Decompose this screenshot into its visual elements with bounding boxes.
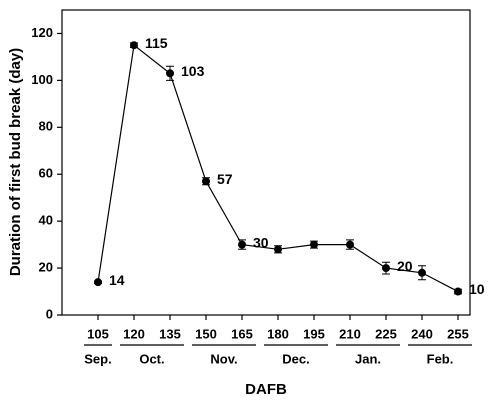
data-point	[202, 177, 210, 186]
plot-frame	[61, 9, 471, 316]
month-label: Feb.	[427, 351, 454, 366]
data-point	[310, 240, 318, 249]
data-point	[238, 240, 246, 249]
data-label: 14	[109, 272, 125, 288]
data-point	[94, 278, 102, 287]
month-label: Nov.	[210, 351, 237, 366]
x-tick-label: 195	[303, 326, 325, 341]
x-tick-label: 105	[87, 326, 109, 341]
month-label: Jan.	[355, 351, 381, 366]
data-label: 10	[469, 281, 485, 297]
x-tick-label: 165	[231, 326, 253, 341]
y-tick-label: 120	[31, 25, 53, 40]
data-line	[97, 44, 459, 293]
x-tick-label: 150	[195, 326, 217, 341]
y-tick-label: 20	[39, 260, 53, 275]
x-tick-label: 225	[375, 326, 397, 341]
x-tick-label: 210	[339, 326, 361, 341]
y-tick-label: 0	[46, 306, 53, 321]
y-tick-label: 100	[31, 72, 53, 87]
data-point	[346, 240, 354, 249]
x-tick-label: 240	[411, 326, 433, 341]
data-label: 103	[181, 63, 205, 79]
x-tick-label: 180	[267, 326, 289, 341]
data-label: 115	[145, 35, 168, 51]
month-label: Dec.	[282, 351, 309, 366]
x-tick-label: 120	[123, 326, 145, 341]
month-label: Oct.	[139, 351, 164, 366]
data-point	[166, 69, 174, 78]
data-point	[382, 264, 390, 273]
data-point	[274, 245, 282, 254]
data-point	[418, 268, 426, 277]
data-label: 20	[397, 258, 413, 274]
x-axis-label: DAFB	[245, 381, 287, 398]
month-label: Sep.	[84, 351, 111, 366]
x-tick-label: 255	[447, 326, 469, 341]
x-tick-label: 135	[159, 326, 181, 341]
y-tick-label: 40	[39, 213, 53, 228]
data-label: 30	[253, 234, 269, 250]
y-tick-label: 60	[39, 166, 53, 181]
y-axis-label: Duration of first bud break (day)	[7, 48, 24, 276]
data-label: 57	[217, 171, 233, 187]
data-point	[454, 287, 462, 296]
y-tick-label: 80	[39, 119, 53, 134]
data-point	[130, 41, 138, 50]
